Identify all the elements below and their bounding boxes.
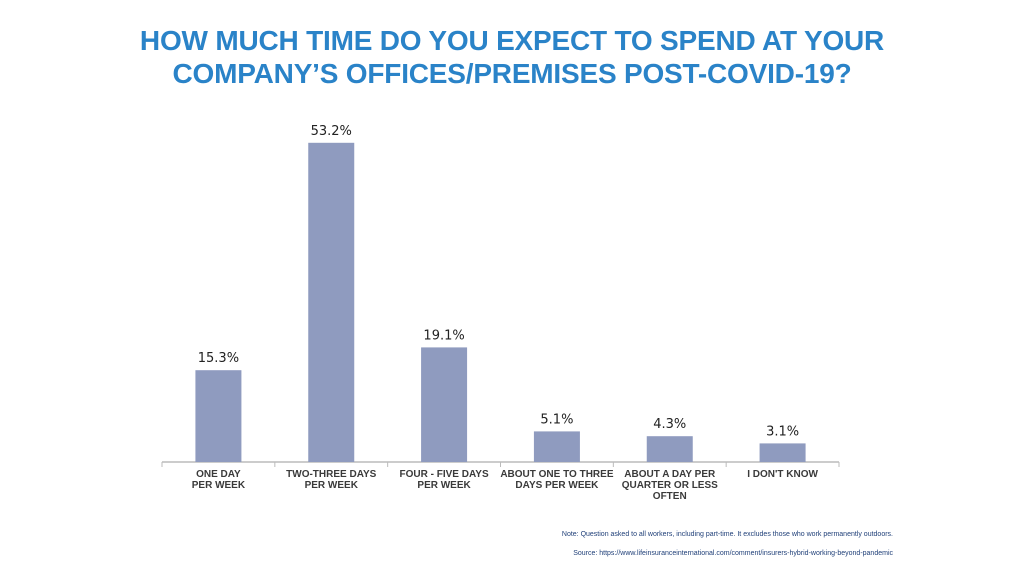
chart-note: Note: Question asked to all workers, inc… xyxy=(561,531,893,538)
bar xyxy=(308,142,355,463)
data-label: 4.3% xyxy=(653,417,686,432)
bar xyxy=(421,347,468,462)
bar xyxy=(646,436,693,462)
category-label: PER WEEK xyxy=(305,480,359,491)
data-label: 5.1% xyxy=(540,412,573,427)
category-label: QUARTER OR LESS xyxy=(622,480,718,491)
chart-title-line-2: COMPANY’S OFFICES/PREMISES POST-COVID-19… xyxy=(172,58,852,89)
category-label: OFTEN xyxy=(653,491,687,502)
category-label: FOUR - FIVE DAYS xyxy=(400,469,489,480)
category-label: ABOUT A DAY PER xyxy=(624,469,716,480)
category-label: PER WEEK xyxy=(192,480,246,491)
bar xyxy=(533,431,580,462)
chart-title: HOW MUCH TIME DO YOU EXPECT TO SPEND AT … xyxy=(0,24,1024,90)
category-label: DAYS PER WEEK xyxy=(515,480,599,491)
data-label: 3.1% xyxy=(766,424,799,439)
category-label: ONE DAY xyxy=(196,469,241,480)
chart-source: Source: https://www.lifeinsuranceinterna… xyxy=(573,550,893,557)
category-label: ABOUT ONE TO THREE xyxy=(500,469,613,480)
data-label: 15.3% xyxy=(198,351,239,366)
bar xyxy=(195,370,242,462)
category-label: PER WEEK xyxy=(417,480,471,491)
data-label: 53.2% xyxy=(311,124,352,139)
data-label: 19.1% xyxy=(423,328,464,343)
category-label: TWO-THREE DAYS xyxy=(286,469,377,480)
chart-title-line-1: HOW MUCH TIME DO YOU EXPECT TO SPEND AT … xyxy=(139,25,885,56)
category-label: I DON'T KNOW xyxy=(747,469,818,480)
bar xyxy=(759,443,806,462)
